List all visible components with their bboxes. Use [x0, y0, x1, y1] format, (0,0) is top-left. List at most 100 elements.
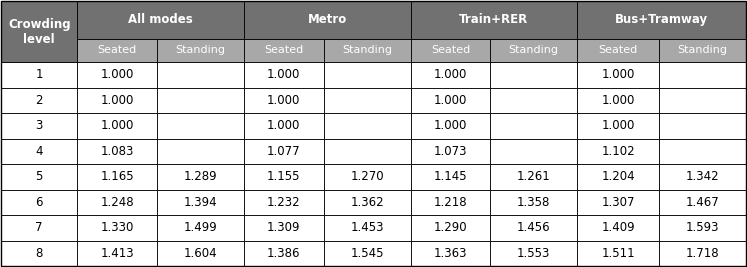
- Bar: [244, 88, 323, 113]
- Bar: [411, 164, 490, 190]
- Text: 1.000: 1.000: [601, 94, 635, 107]
- Bar: [323, 215, 411, 241]
- Text: 1.000: 1.000: [267, 94, 300, 107]
- Bar: [577, 113, 659, 139]
- Bar: [157, 113, 244, 139]
- Bar: [78, 113, 157, 139]
- Text: 1.000: 1.000: [267, 68, 300, 81]
- Text: 1.593: 1.593: [686, 221, 719, 234]
- Bar: [577, 88, 659, 113]
- Text: 1.155: 1.155: [267, 170, 300, 183]
- Text: 1.358: 1.358: [517, 196, 551, 209]
- Bar: [323, 139, 411, 164]
- Text: Seated: Seated: [98, 45, 137, 56]
- Text: 1.718: 1.718: [686, 247, 719, 260]
- Text: Standing: Standing: [509, 45, 559, 56]
- Text: 1.145: 1.145: [433, 170, 468, 183]
- Text: Standing: Standing: [176, 45, 226, 56]
- Text: All modes: All modes: [128, 13, 193, 26]
- Bar: [411, 62, 490, 88]
- Bar: [323, 62, 411, 88]
- Bar: [577, 164, 659, 190]
- Bar: [78, 215, 157, 241]
- Bar: [157, 215, 244, 241]
- Text: 1.290: 1.290: [433, 221, 468, 234]
- Bar: [323, 164, 411, 190]
- Text: 6: 6: [35, 196, 43, 209]
- Bar: [157, 62, 244, 88]
- Bar: [323, 39, 411, 62]
- Bar: [78, 190, 157, 215]
- Text: 1.218: 1.218: [433, 196, 468, 209]
- Text: Crowding
level: Crowding level: [8, 18, 70, 46]
- Bar: [323, 113, 411, 139]
- Text: Seated: Seated: [431, 45, 470, 56]
- Text: 1.307: 1.307: [601, 196, 635, 209]
- Bar: [244, 1, 411, 39]
- Text: 1.000: 1.000: [101, 68, 134, 81]
- Text: 1.289: 1.289: [184, 170, 217, 183]
- Text: 1.309: 1.309: [267, 221, 300, 234]
- Bar: [157, 39, 244, 62]
- Bar: [78, 39, 157, 62]
- Text: 1.232: 1.232: [267, 196, 300, 209]
- Text: 3: 3: [36, 119, 43, 132]
- Bar: [1, 1, 78, 62]
- Bar: [244, 190, 323, 215]
- Text: 1.000: 1.000: [101, 94, 134, 107]
- Text: Seated: Seated: [264, 45, 303, 56]
- Text: 1.394: 1.394: [184, 196, 217, 209]
- Bar: [1, 113, 78, 139]
- Text: 1.270: 1.270: [350, 170, 384, 183]
- Text: 1.545: 1.545: [350, 247, 384, 260]
- Bar: [659, 215, 746, 241]
- Bar: [1, 139, 78, 164]
- Bar: [490, 164, 577, 190]
- Bar: [244, 215, 323, 241]
- Bar: [577, 215, 659, 241]
- Bar: [659, 62, 746, 88]
- Text: 1.000: 1.000: [434, 119, 467, 132]
- Bar: [411, 241, 490, 266]
- Bar: [78, 62, 157, 88]
- Bar: [1, 164, 78, 190]
- Bar: [244, 39, 323, 62]
- Text: 7: 7: [35, 221, 43, 234]
- Bar: [1, 62, 78, 88]
- Bar: [1, 215, 78, 241]
- Text: 1.000: 1.000: [434, 94, 467, 107]
- Text: 4: 4: [35, 145, 43, 158]
- Text: 1.456: 1.456: [517, 221, 551, 234]
- Text: 1.467: 1.467: [686, 196, 719, 209]
- Text: Train+RER: Train+RER: [459, 13, 529, 26]
- Bar: [244, 113, 323, 139]
- Text: 1.102: 1.102: [601, 145, 635, 158]
- Bar: [659, 39, 746, 62]
- Bar: [490, 139, 577, 164]
- Bar: [659, 139, 746, 164]
- Text: 1.342: 1.342: [686, 170, 719, 183]
- Bar: [490, 190, 577, 215]
- Bar: [490, 241, 577, 266]
- Bar: [411, 88, 490, 113]
- Text: 1.000: 1.000: [101, 119, 134, 132]
- Bar: [78, 164, 157, 190]
- Bar: [1, 241, 78, 266]
- Text: 1.073: 1.073: [434, 145, 467, 158]
- Bar: [659, 88, 746, 113]
- Text: 1.499: 1.499: [184, 221, 217, 234]
- Bar: [577, 139, 659, 164]
- Bar: [490, 113, 577, 139]
- Text: 1.077: 1.077: [267, 145, 300, 158]
- Text: Metro: Metro: [308, 13, 347, 26]
- Text: 1.453: 1.453: [350, 221, 384, 234]
- Text: Bus+Tramway: Bus+Tramway: [615, 13, 708, 26]
- Bar: [411, 190, 490, 215]
- Bar: [490, 39, 577, 62]
- Text: 1.204: 1.204: [601, 170, 635, 183]
- Bar: [659, 241, 746, 266]
- Text: 1.261: 1.261: [517, 170, 551, 183]
- Text: 1.000: 1.000: [601, 68, 635, 81]
- Bar: [1, 88, 78, 113]
- Bar: [244, 139, 323, 164]
